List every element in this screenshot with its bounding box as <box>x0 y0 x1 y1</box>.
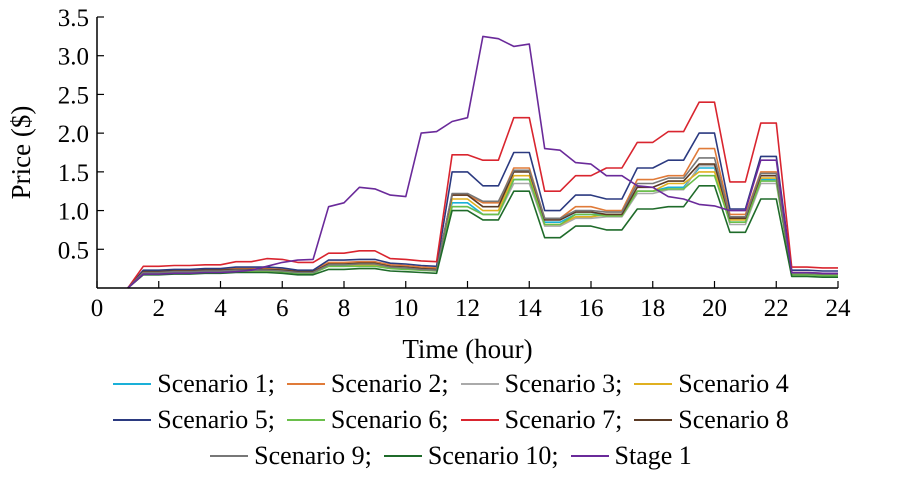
legend-label: Scenario 2; <box>330 369 449 398</box>
x-axis-title: Time (hour) <box>402 334 532 364</box>
x-tick-label: 18 <box>640 295 665 322</box>
legend-label: Scenario 8 <box>678 405 789 434</box>
x-tick-label: 0 <box>91 295 104 322</box>
legend-item-scenario-3: Scenario 3; <box>460 369 623 399</box>
legend-swatch <box>634 383 673 385</box>
legend-swatch <box>113 419 152 421</box>
x-tick-label: 10 <box>393 295 418 322</box>
legend-label: Scenario 3; <box>504 369 623 398</box>
legend-label: Scenario 5; <box>157 405 275 434</box>
line-chart: 0 2 4 6 8 10 12 14 16 18 20 22 240.51.01.52.02.53.03… <box>6 5 852 364</box>
y-tick-label: 1.5 <box>58 160 89 187</box>
legend-swatch <box>286 383 325 385</box>
x-tick-label: 24 <box>826 295 852 322</box>
legend-row: Scenario 5; Scenario 6; Scenario 7; Scen… <box>0 402 902 438</box>
legend-swatch <box>286 419 325 421</box>
series-line-scenario-5 <box>127 132 838 289</box>
legend-swatch <box>460 383 499 385</box>
legend-swatch <box>460 419 499 421</box>
legend-label: Scenario 10; <box>427 441 559 470</box>
series-line-stage-1 <box>127 35 838 289</box>
legend-item-scenario-7: Scenario 7; <box>460 405 623 435</box>
y-tick-label: 1.0 <box>58 199 89 226</box>
x-tick-label: 12 <box>455 295 480 322</box>
legend-swatch <box>634 419 673 421</box>
y-tick-label: 2.0 <box>58 121 89 148</box>
x-tick-label: 2 <box>153 295 166 322</box>
chart-legend: Scenario 1; Scenario 2; Scenario 3; Scen… <box>0 366 902 474</box>
y-tick-label: 3.0 <box>58 44 89 71</box>
legend-item-scenario-4: Scenario 4 <box>634 369 789 399</box>
legend-swatch <box>210 455 249 457</box>
series-line-scenario-8 <box>127 163 838 289</box>
legend-label: Scenario 9; <box>254 441 372 470</box>
series-line-scenario-10 <box>127 185 838 289</box>
legend-row: Scenario 1; Scenario 2; Scenario 3; Scen… <box>0 366 902 402</box>
x-tick-label: 8 <box>338 295 351 322</box>
legend-label: Scenario 1; <box>157 369 275 398</box>
legend-item-scenario-2: Scenario 2; <box>286 369 449 399</box>
legend-swatch <box>383 455 422 457</box>
legend-swatch <box>113 383 152 385</box>
legend-item-scenario-1: Scenario 1; <box>113 369 275 399</box>
legend-item-scenario-10: Scenario 10; <box>383 441 559 471</box>
legend-row: Scenario 9; Scenario 10; Stage 1 <box>0 438 902 474</box>
y-axis-title: Price ($) <box>6 106 36 200</box>
x-tick-label: 6 <box>276 295 289 322</box>
legend-label: Scenario 7; <box>504 405 623 434</box>
legend-item-scenario-8: Scenario 8 <box>634 405 789 435</box>
x-tick-label: 20 <box>702 295 727 322</box>
legend-item-scenario-9: Scenario 9; <box>210 441 372 471</box>
legend-item-stage-1: Stage 1 <box>570 441 692 471</box>
legend-item-scenario-5: Scenario 5; <box>113 405 275 435</box>
legend-label: Stage 1 <box>614 441 692 470</box>
y-tick-label: 2.5 <box>58 82 89 109</box>
legend-label: Scenario 4 <box>678 369 789 398</box>
x-tick-label: 22 <box>764 295 789 322</box>
y-tick-label: 0.5 <box>58 237 89 264</box>
y-tick-label: 3.5 <box>58 5 89 32</box>
x-tick-label: 4 <box>214 295 227 322</box>
x-tick-label: 14 <box>517 295 543 322</box>
legend-swatch <box>570 455 609 457</box>
legend-item-scenario-6: Scenario 6; <box>286 405 449 435</box>
series-line-scenario-7 <box>127 101 838 289</box>
legend-label: Scenario 6; <box>330 405 449 434</box>
x-tick-label: 16 <box>579 295 604 322</box>
